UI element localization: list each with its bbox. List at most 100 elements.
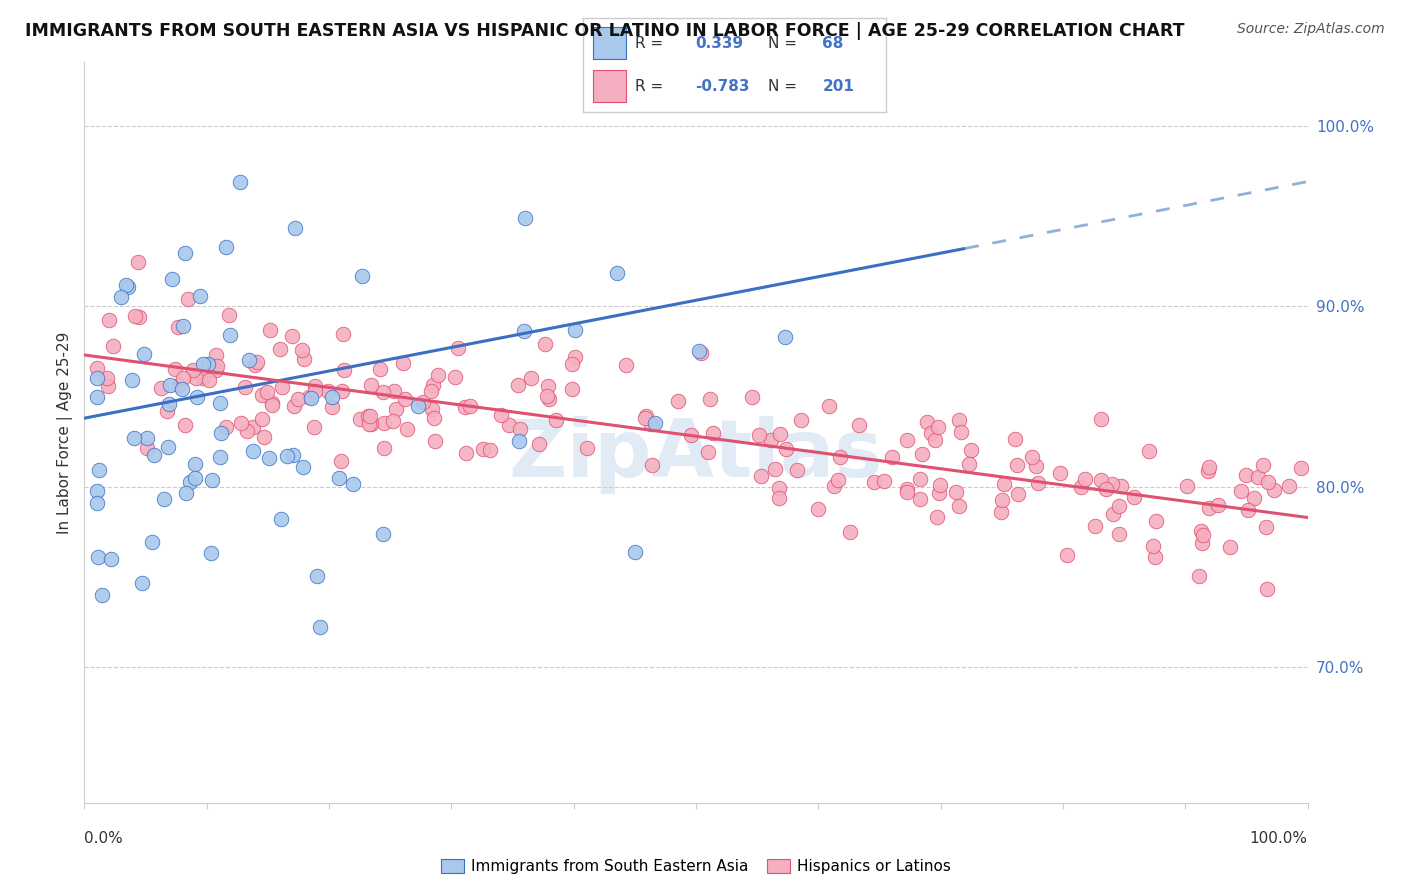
Point [789, 413, 811, 427]
Point [1206, 498, 1229, 512]
Point [506, 377, 529, 392]
Point [948, 499, 970, 513]
Point [165, 361, 187, 376]
Point [533, 336, 555, 351]
Point [157, 397, 180, 411]
Point [298, 391, 321, 405]
Point [184, 457, 207, 471]
Point [205, 359, 228, 373]
Point [100, 551, 122, 566]
Point [412, 395, 434, 409]
Point [246, 355, 269, 369]
Point [188, 289, 211, 303]
Point [131, 575, 153, 590]
Point [238, 352, 260, 367]
Point [679, 428, 702, 442]
Point [768, 491, 790, 505]
Point [509, 422, 531, 436]
Point [162, 272, 184, 286]
Point [87, 550, 110, 565]
Point [508, 434, 530, 448]
Point [419, 384, 441, 398]
Point [690, 345, 713, 359]
Point [472, 442, 495, 456]
Point [173, 417, 195, 432]
Point [544, 413, 567, 427]
Point [1108, 499, 1130, 513]
Point [124, 309, 146, 323]
Point [773, 330, 796, 344]
Point [1243, 491, 1265, 505]
Point [823, 479, 845, 493]
Point [181, 363, 204, 377]
Point [159, 377, 181, 392]
Point [136, 441, 159, 455]
Point [880, 450, 903, 465]
Point [209, 395, 232, 409]
Point [86, 495, 108, 509]
Point [1247, 470, 1270, 484]
Point [229, 175, 252, 189]
Point [848, 418, 870, 433]
Point [423, 411, 446, 425]
Point [333, 363, 356, 377]
Point [352, 269, 374, 284]
Point [1004, 432, 1026, 446]
Point [357, 417, 380, 431]
Text: 100.0%: 100.0% [1250, 831, 1308, 846]
Point [96, 370, 118, 384]
Point [614, 359, 637, 373]
Point [478, 443, 501, 458]
Point [862, 475, 884, 490]
Point [176, 485, 198, 500]
Point [1230, 484, 1253, 499]
Point [156, 404, 179, 418]
Point [873, 474, 896, 488]
Point [141, 535, 163, 549]
Point [233, 380, 256, 394]
Point [281, 329, 304, 343]
Point [316, 384, 339, 398]
Point [304, 384, 326, 399]
Point [359, 409, 381, 423]
Text: -0.783: -0.783 [696, 78, 749, 94]
Point [537, 379, 560, 393]
Point [640, 417, 662, 432]
Point [990, 505, 1012, 519]
Bar [592, 70, 626, 103]
Point [634, 409, 657, 424]
Point [332, 326, 354, 341]
Point [911, 447, 934, 461]
Point [236, 424, 259, 438]
Point [807, 502, 830, 516]
Point [1237, 503, 1260, 517]
Point [270, 512, 292, 526]
Point [186, 390, 208, 404]
Point [281, 448, 304, 462]
Point [458, 399, 481, 413]
Point [908, 491, 931, 506]
Point [1025, 459, 1047, 474]
Point [174, 245, 197, 260]
Point [259, 324, 281, 338]
Point [957, 457, 980, 471]
Point [644, 416, 666, 430]
Point [384, 402, 406, 417]
Point [422, 378, 444, 392]
Point [371, 527, 394, 541]
Point [382, 384, 405, 398]
Point [392, 356, 415, 370]
Point [960, 442, 983, 457]
Point [321, 390, 343, 404]
Point [117, 280, 139, 294]
Point [231, 416, 253, 430]
Point [945, 484, 967, 499]
Point [294, 351, 316, 366]
Point [86, 371, 108, 385]
Point [908, 472, 931, 486]
Point [250, 411, 273, 425]
Point [193, 357, 215, 371]
Point [896, 482, 918, 496]
Point [86, 361, 108, 376]
Point [702, 426, 724, 441]
